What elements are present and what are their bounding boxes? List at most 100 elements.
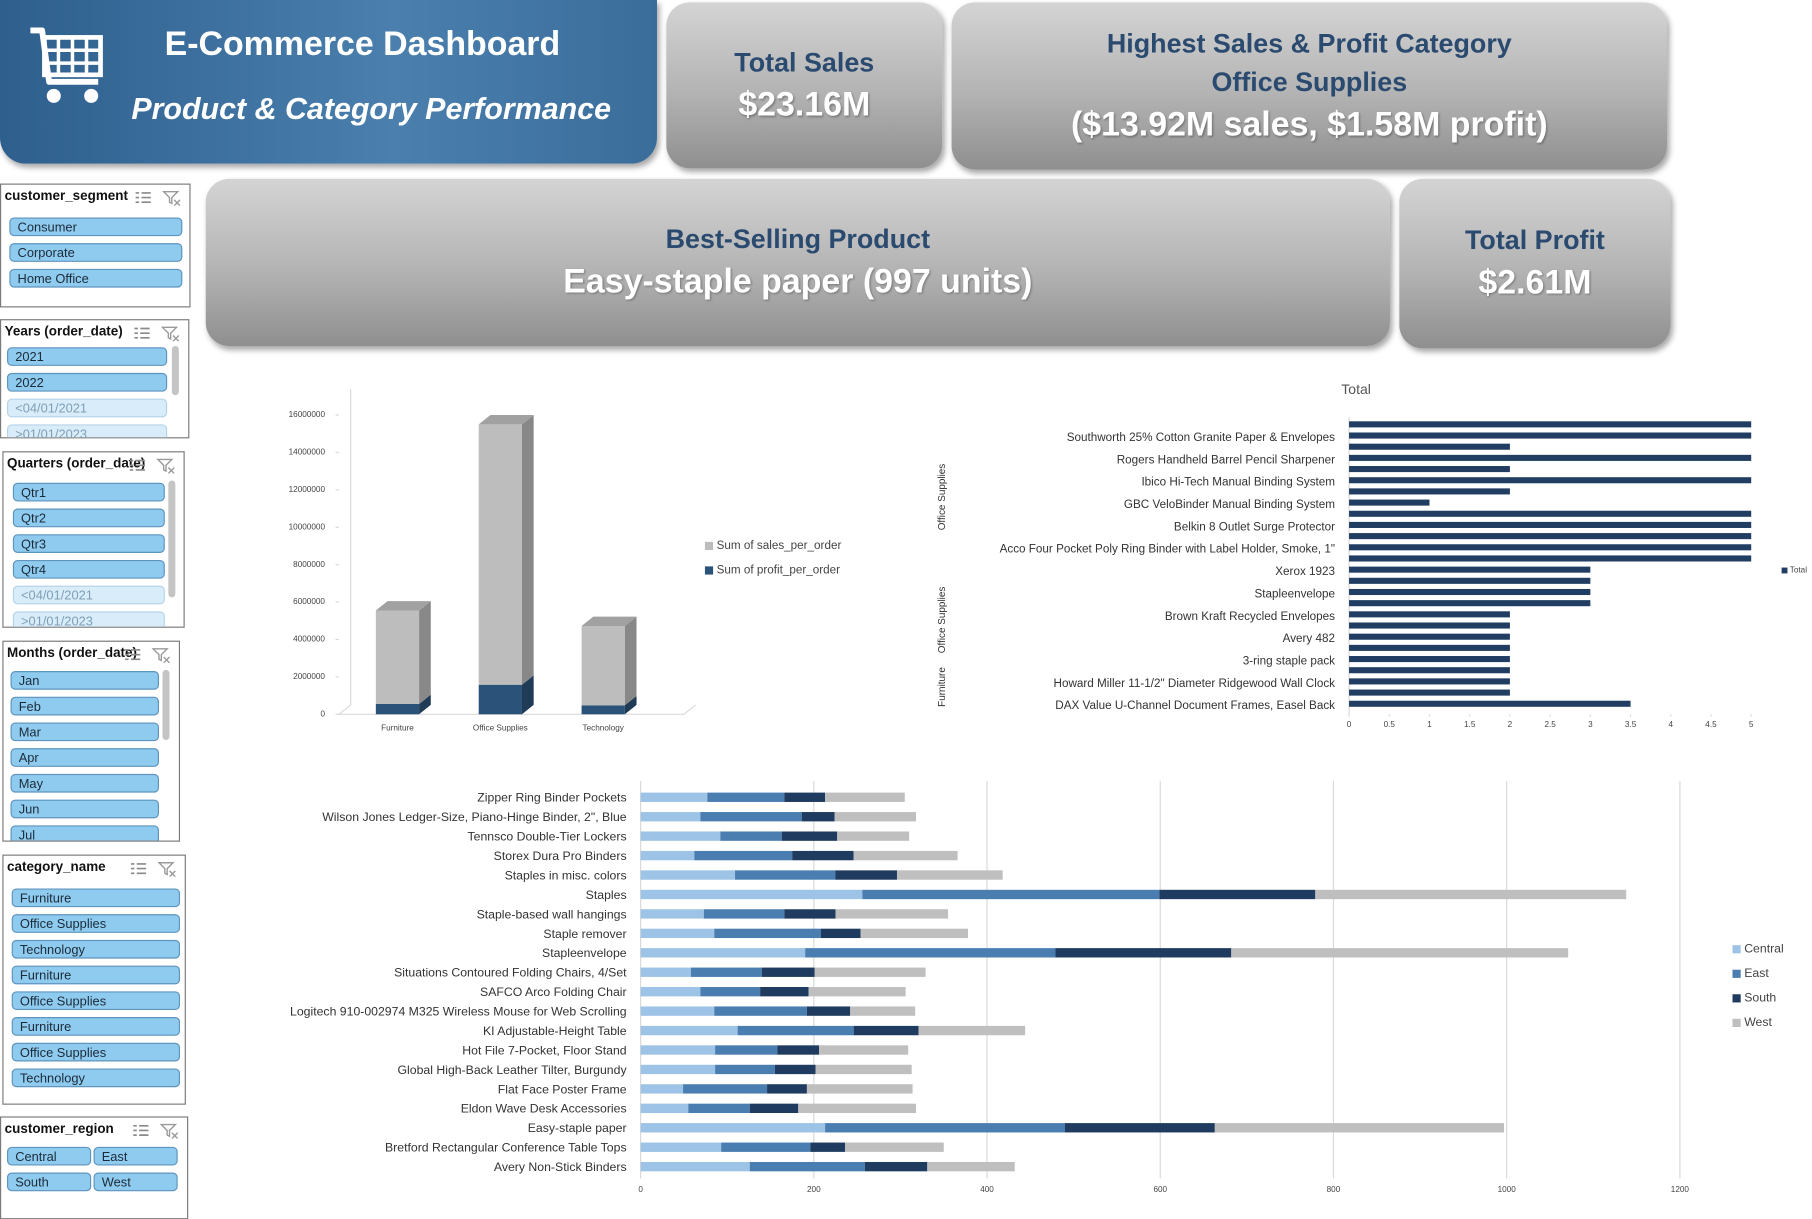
slicer-item[interactable]: Jan [10, 671, 159, 690]
bar-segment [1055, 948, 1232, 958]
multi-select-icon[interactable] [129, 459, 145, 471]
slicer-item[interactable]: West [93, 1172, 178, 1192]
y-tick-label: 8000000 [293, 560, 325, 569]
axis-wall [338, 389, 696, 715]
bar [1349, 454, 1752, 461]
bar [1349, 443, 1510, 450]
slicer-item[interactable]: Technology [11, 1068, 181, 1088]
slicer-item[interactable]: Apr [10, 748, 159, 767]
bar [478, 424, 522, 685]
dashboard-subtitle: Product & Category Performance [131, 91, 612, 127]
slicer-item[interactable]: <04/01/2021 [12, 585, 165, 605]
slicer: Quarters (order_date) Qtr1 Qtr2 Qtr3 Qtr4 <04… [2, 451, 185, 628]
bar [375, 610, 420, 704]
slicer-item[interactable]: East [93, 1146, 178, 1166]
slicer-item[interactable]: Jun [10, 799, 159, 819]
clear-filter-icon[interactable] [159, 1123, 179, 1139]
x-tick-label: 2.5 [1544, 720, 1556, 729]
x-tick-label: 0 [638, 1185, 643, 1194]
slicer-icons [134, 326, 180, 342]
bar-segment [640, 1006, 715, 1016]
slicer-item[interactable]: Furniture [11, 965, 181, 985]
legend-label: Sum of sales_per_order [717, 539, 842, 552]
clear-filter-icon[interactable] [151, 648, 171, 663]
slicer-icons [130, 862, 176, 877]
slicer-item[interactable]: Jul [10, 825, 159, 841]
multi-select-icon[interactable] [134, 327, 150, 339]
bar-segment [714, 928, 821, 939]
bar-segment [721, 1142, 811, 1152]
clear-filter-icon[interactable] [157, 862, 176, 877]
bar [1349, 566, 1591, 573]
slicer-item[interactable]: Home Office [9, 268, 183, 288]
kpi-label: Highest Sales & Profit Category [1106, 27, 1512, 58]
bar-top [581, 616, 637, 626]
bar [1349, 577, 1591, 584]
slicer-item[interactable]: Technology [11, 939, 181, 959]
bar-segment [737, 1025, 854, 1036]
x-tick-label: 1.5 [1464, 720, 1476, 729]
x-tick-label: Technology [583, 723, 625, 732]
bar-segment [735, 870, 836, 880]
y-tick-label: Hot File 7-Pocket, Floor Stand [462, 1043, 626, 1057]
multi-select-icon[interactable] [125, 649, 141, 661]
slicer-item[interactable]: Qtr4 [12, 559, 165, 579]
slicer-title: Quarters (order_date) [7, 457, 146, 472]
slicer-item[interactable]: Qtr3 [12, 534, 165, 553]
bar-segment [850, 1006, 916, 1016]
slicer-item[interactable]: >01/01/2023 [12, 611, 165, 627]
slicer: customer_region Central East South West [0, 1116, 189, 1219]
slicer-item[interactable]: Consumer [9, 217, 183, 237]
slicer-item[interactable]: Corporate [9, 243, 183, 262]
multi-select-icon[interactable] [135, 192, 151, 204]
bar [1349, 488, 1510, 495]
bar-top [375, 601, 431, 611]
x-tick-label: 3 [1588, 720, 1593, 729]
bar-segment [927, 1161, 1015, 1172]
scrollbar[interactable] [168, 480, 176, 598]
legend-swatch [1732, 969, 1741, 978]
kpi-card: Total Profit $2.61M [1399, 178, 1671, 349]
slicer-item[interactable]: Qtr2 [12, 508, 165, 528]
clear-filter-icon[interactable] [160, 326, 180, 342]
slicer-item[interactable]: Office Supplies [11, 914, 181, 933]
slicer-item[interactable]: Furniture [11, 888, 181, 908]
slicer-item[interactable]: May [10, 773, 159, 793]
bar-segment [640, 1084, 684, 1094]
multi-select-icon[interactable] [130, 863, 147, 875]
kpi-value: $23.16M [738, 85, 871, 124]
bar-segment [720, 831, 782, 841]
slicer-item[interactable]: 2022 [7, 372, 168, 392]
bar [1349, 622, 1510, 629]
scrollbar[interactable] [162, 669, 170, 740]
slicer-item[interactable]: >01/01/2023 [7, 424, 168, 438]
bar-segment [798, 1103, 917, 1114]
legend-swatch [1732, 1018, 1741, 1027]
legend-label: South [1744, 991, 1776, 1005]
slicer-item[interactable]: Office Supplies [11, 991, 181, 1011]
bar [1349, 466, 1510, 473]
bar-top [478, 415, 534, 425]
slicer-item[interactable]: Central [7, 1146, 92, 1166]
slicer-item[interactable]: South [7, 1172, 92, 1192]
bar [1349, 544, 1752, 551]
slicer-item[interactable]: Qtr1 [12, 482, 165, 502]
y-tick-label: Staples in misc. colors [505, 868, 627, 882]
bar [1349, 421, 1752, 428]
slicer-title: category_name [7, 860, 106, 875]
cart-grid [44, 37, 101, 75]
y-tick-label: Ibico Hi-Tech Manual Binding System [1141, 476, 1335, 489]
y-tick-label: DAX Value U-Channel Document Frames, Eas… [1055, 699, 1335, 712]
clear-filter-icon[interactable] [161, 191, 181, 206]
slicer-item[interactable]: Feb [10, 696, 159, 716]
slicer-item[interactable]: Mar [10, 722, 159, 742]
multi-select-icon[interactable] [133, 1124, 149, 1136]
slicer-item[interactable]: Furniture [11, 1017, 181, 1036]
kpi-card: Best-Selling Product Easy-staple paper (… [205, 178, 1390, 347]
slicer-item[interactable]: Office Supplies [11, 1042, 181, 1062]
scrollbar[interactable] [171, 346, 179, 396]
slicer-item[interactable]: 2021 [7, 347, 168, 366]
clear-filter-icon[interactable] [156, 458, 175, 474]
slicer-item[interactable]: <04/01/2021 [7, 398, 168, 418]
